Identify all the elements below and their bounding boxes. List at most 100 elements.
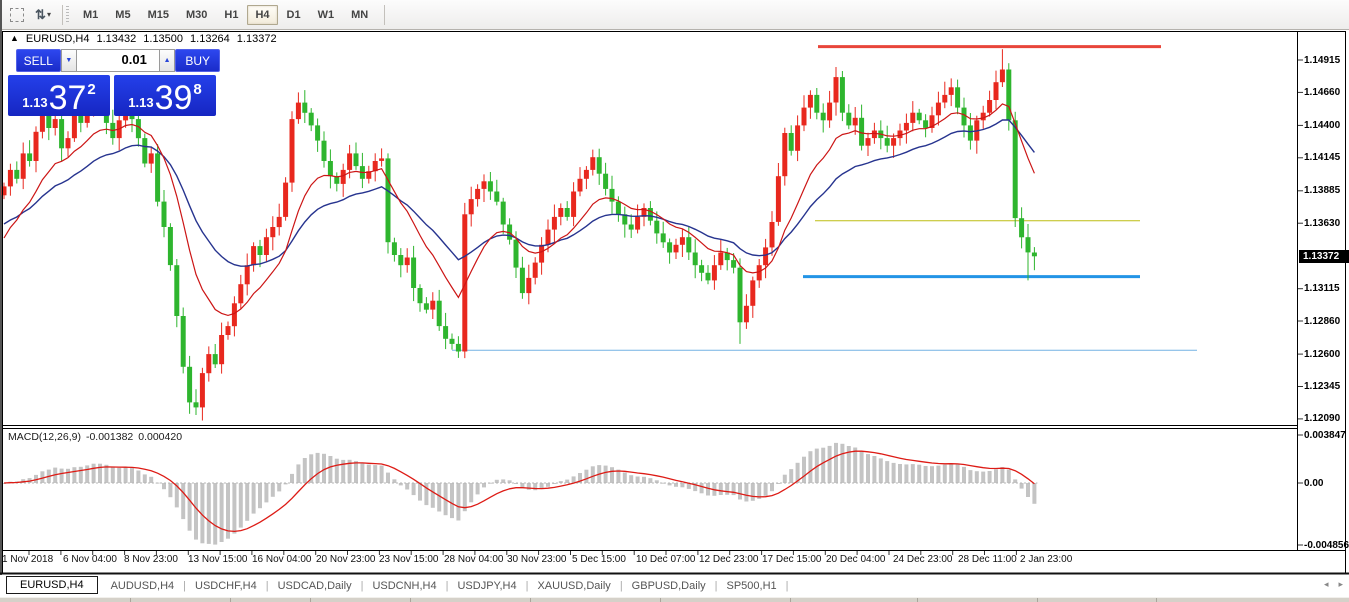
tab-divider: |	[265, 580, 269, 592]
statusbar-separator	[130, 598, 131, 602]
price-axis-label: 1.14400	[1304, 119, 1341, 131]
ma-slow-line	[3, 119, 1035, 267]
statusbar-separator	[230, 598, 231, 602]
chart-tab-bar: EURUSD,H4 AUDUSD,H4 | USDCHF,H4 | USDCAD,Dai…	[0, 575, 1349, 597]
volume-down-button[interactable]: ▼	[60, 49, 78, 72]
tab-sp500-h1[interactable]: SP500,H1	[726, 580, 777, 592]
price-axis-label: 1.14660	[1304, 86, 1341, 98]
time-axis-label: 17 Dec 15:00	[762, 554, 822, 565]
ask-price-display[interactable]: 1.13 39 8	[114, 75, 216, 116]
toolbar-grip[interactable]	[66, 5, 69, 24]
time-axis-label: 28 Dec 11:00	[958, 554, 1017, 565]
ask-price-prefix: 1.13	[128, 95, 154, 110]
price-axis-label: 1.14145	[1304, 152, 1341, 164]
statusbar-separator	[917, 598, 918, 602]
tab-usdcad-daily[interactable]: USDCAD,Daily	[277, 580, 352, 592]
macd-name: MACD(12,26,9)	[8, 431, 81, 443]
chart-header: ▲ EURUSD,H4 1.13432 1.13500 1.13264 1.13…	[10, 33, 277, 45]
timeframe-button-w1[interactable]: W1	[317, 8, 335, 21]
tab-divider: |	[714, 580, 718, 592]
tab-scroll-left-icon[interactable]: ◂	[1323, 579, 1329, 589]
axis-ticks	[28, 59, 1303, 555]
time-axis-label: 12 Dec 23:00	[699, 554, 759, 565]
tab-divider: |	[619, 580, 623, 592]
bid-price-display[interactable]: 1.13 37 2	[8, 75, 110, 116]
status-bar	[0, 597, 1349, 602]
timeframe-buttons: M1 M5 M15 M30 H1 H4 D1 W1 MN	[75, 4, 376, 25]
macd-signal-value: 0.000420	[138, 431, 183, 443]
price-axis-label: 1.12090	[1304, 413, 1341, 425]
buy-button[interactable]: BUY	[175, 49, 220, 72]
ask-price-main: 39	[154, 78, 193, 117]
price-axis-label: 1.12345	[1304, 381, 1341, 392]
tab-divider: |	[785, 580, 789, 592]
macd-signal-line	[3, 450, 1035, 533]
tab-audusd-h4[interactable]: AUDUSD,H4	[110, 580, 175, 592]
ohlc-open: 1.13432	[96, 33, 137, 45]
time-axis-label: 16 Nov 04:00	[252, 554, 312, 565]
timeframe-button-h1[interactable]: H1	[224, 8, 239, 21]
macd-indicator-label: MACD(12,26,9) -0.001382 0.000420	[8, 431, 182, 443]
timeframe-button-m5[interactable]: M5	[115, 8, 131, 21]
macd-histogram	[2, 442, 1037, 545]
timeframe-button-m30[interactable]: M30	[185, 8, 208, 21]
time-axis-label: 24 Dec 23:00	[893, 554, 953, 565]
statusbar-separator	[530, 598, 531, 602]
macd-axis-label: 0.00	[1304, 477, 1324, 489]
symbol-period-label: EURUSD,H4	[25, 33, 90, 45]
time-axis-label: 1 Nov 2018	[2, 554, 54, 565]
timeframe-button-h4[interactable]: H4	[247, 4, 278, 25]
current-price-badge: 1.13372	[1299, 249, 1349, 263]
timeframe-button-d1[interactable]: D1	[286, 8, 301, 21]
toolbar: ⇅ ▾ M1 M5 M15 M30 H1 H4 D1 W1 MN	[2, 0, 1349, 30]
statusbar-separator	[1037, 598, 1038, 602]
time-axis-label: 20 Nov 23:00	[316, 554, 376, 565]
toolbar-separator	[62, 4, 63, 25]
ohlc-low: 1.13264	[190, 33, 230, 45]
price-axis-label: 1.12600	[1304, 348, 1341, 360]
dropdown-caret-icon[interactable]: ▾	[46, 10, 51, 19]
bid-price-main: 37	[48, 78, 87, 117]
toolbar-separator	[384, 4, 386, 25]
tab-divider: |	[525, 580, 529, 592]
statusbar-separator	[660, 598, 661, 602]
chart-borders	[2, 31, 1346, 573]
timeframe-button-m1[interactable]: M1	[83, 8, 99, 21]
tab-divider: |	[445, 580, 449, 592]
tab-eurusd-h4[interactable]: EURUSD,H4	[6, 576, 98, 594]
tick-arrows-icon[interactable]: ⇅ ▾	[35, 7, 51, 22]
time-axis-label: 20 Dec 04:00	[826, 554, 886, 565]
time-axis-label: 28 Nov 04:00	[444, 554, 504, 565]
tab-xauusd-daily[interactable]: XAUUSD,Daily	[537, 580, 611, 592]
time-axis-label: 5 Dec 15:00	[572, 554, 626, 565]
collapse-arrow-icon[interactable]: ▲	[10, 33, 19, 43]
macd-axis-label: -0.004856	[1304, 539, 1349, 551]
time-axis-label: 6 Nov 04:00	[63, 554, 117, 565]
time-axis-label: 23 Nov 15:00	[379, 554, 439, 565]
statusbar-separator	[310, 598, 311, 602]
ohlc-close: 1.13372	[236, 33, 277, 45]
tab-usdjpy-h4[interactable]: USDJPY,H4	[457, 580, 517, 592]
macd-axis-label: 0.003847	[1304, 429, 1346, 441]
volume-up-button[interactable]: ▲	[158, 49, 176, 72]
time-axis-label: 2 Jan 23:00	[1020, 554, 1073, 565]
tab-usdchf-h4[interactable]: USDCHF,H4	[195, 580, 257, 592]
price-axis-label: 1.14915	[1304, 54, 1341, 66]
bid-price-prefix: 1.13	[22, 95, 48, 110]
timeframe-button-mn[interactable]: MN	[351, 8, 369, 21]
tab-usdcnh-h4[interactable]: USDCNH,H4	[372, 580, 437, 592]
tab-scroll-right-icon[interactable]: ▸	[1338, 579, 1343, 589]
tab-divider: |	[360, 580, 364, 592]
selection-box-icon[interactable]	[6, 4, 28, 26]
ma-fast-line	[3, 103, 1035, 317]
tab-gbpusd-daily[interactable]: GBPUSD,Daily	[631, 580, 706, 592]
timeframe-button-m15[interactable]: M15	[147, 8, 169, 21]
sell-button[interactable]: SELL	[16, 49, 61, 72]
price-axis-label: 1.13115	[1304, 283, 1340, 295]
time-axis-label: 8 Nov 23:00	[124, 554, 178, 565]
statusbar-separator	[410, 598, 411, 602]
time-axis-label: 30 Nov 23:00	[507, 554, 567, 565]
volume-input[interactable]: 0.01	[77, 49, 159, 72]
